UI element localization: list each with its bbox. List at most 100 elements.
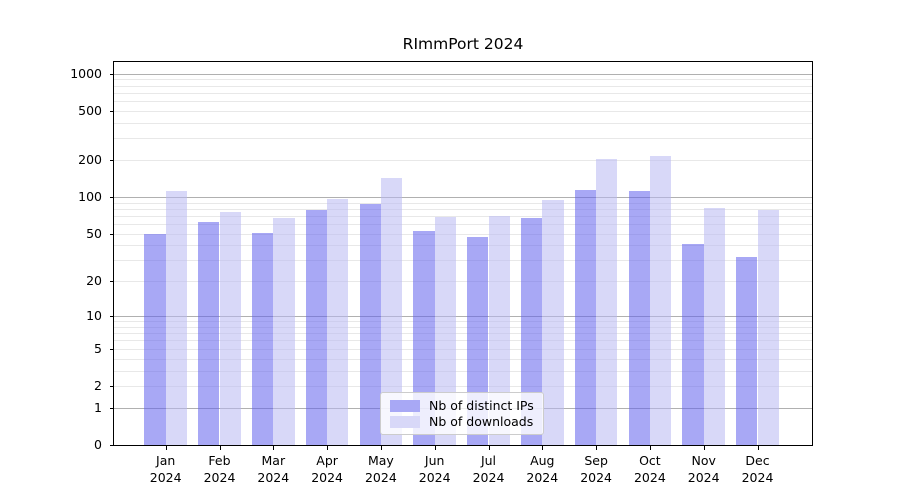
gridline-minor (114, 358, 812, 360)
bar-downloads-oct (649, 156, 672, 445)
bar-downloads-apr (327, 198, 349, 445)
y-tick-mark (110, 407, 114, 409)
y-tick-label: 500 (78, 102, 102, 118)
x-tick-mark (273, 446, 275, 450)
gridline-minor (114, 326, 812, 328)
bar-ips-jun (413, 230, 435, 445)
y-tick-mark (110, 281, 114, 283)
plot-area: Nb of distinct IPs Nb of downloads (113, 61, 813, 446)
gridline-minor (114, 333, 812, 335)
x-axis: Jan 2024 Feb 2024 Mar 2024 Apr 2024 May 2024… (114, 445, 812, 500)
gridline-minor (114, 85, 812, 87)
x-tick-label: Sep 2024 (580, 453, 612, 485)
gridline-minor (114, 208, 812, 210)
y-tick-mark (110, 233, 114, 235)
bar-ips-sep (574, 190, 597, 445)
bar-ips-aug (520, 218, 543, 445)
gridline-minor (114, 348, 812, 350)
x-tick-label: Aug 2024 (526, 453, 559, 485)
gridline-minor (114, 101, 812, 103)
bar-downloads-nov (703, 208, 726, 445)
legend-label-downloads: Nb of downloads (429, 414, 534, 429)
x-tick-mark (219, 446, 221, 450)
y-tick-mark (110, 197, 114, 198)
gridline-minor (114, 260, 812, 262)
bar-ips-mar (251, 232, 274, 445)
y-tick-mark (110, 110, 114, 112)
y-tick-mark (110, 445, 114, 446)
legend-swatch-distinct-ips-icon (390, 399, 420, 412)
bar-downloads-dec (757, 210, 779, 445)
gridline-major (114, 316, 812, 318)
bar-downloads-jun (434, 217, 457, 445)
y-tick-mark (110, 385, 114, 387)
legend-swatch-downloads-icon (390, 415, 420, 428)
gridline-minor (114, 340, 812, 342)
gridline-minor (114, 202, 812, 204)
x-tick-mark (596, 446, 598, 450)
bar-downloads-jul (488, 215, 510, 445)
y-tick-mark (110, 316, 114, 318)
bar-downloads-feb (219, 212, 241, 445)
y-tick-label: 100 (78, 189, 102, 204)
x-tick-label: Feb 2024 (203, 453, 236, 485)
x-tick-label: Apr 2024 (311, 453, 343, 485)
legend-label-distinct-ips: Nb of distinct IPs (429, 398, 534, 413)
bar-ips-oct (628, 190, 650, 445)
x-tick-mark (327, 446, 329, 450)
bar-downloads-jan (165, 190, 188, 445)
y-tick-label: 10 (86, 308, 102, 324)
y-tick-label: 200 (78, 152, 102, 168)
gridline-major (114, 197, 812, 198)
y-tick-label: 50 (86, 225, 102, 241)
gridline-minor (114, 224, 812, 226)
y-tick-mark (110, 160, 114, 162)
legend-item-distinct-ips: Nb of distinct IPs (390, 398, 535, 413)
legend-item-downloads: Nb of downloads (390, 414, 535, 429)
gridline-minor (114, 215, 812, 217)
x-tick-label: Mar 2024 (257, 453, 290, 485)
gridline-minor (114, 385, 812, 387)
x-tick-mark (488, 446, 490, 450)
y-tick-label: 0 (94, 437, 102, 452)
x-tick-mark (649, 446, 651, 450)
gridline-major (114, 73, 812, 75)
x-tick-label: Nov 2024 (687, 453, 720, 485)
bar-downloads-aug (542, 199, 564, 445)
gridline-minor (114, 92, 812, 94)
gridline-minor (114, 233, 812, 235)
bar-ips-nov (682, 244, 704, 445)
y-tick-label: 1000 (70, 65, 102, 81)
grid-layer (114, 62, 812, 445)
bar-downloads-sep (596, 158, 618, 445)
gridline-minor (114, 110, 812, 112)
y-tick-mark (110, 73, 114, 75)
bar-ips-jan (144, 233, 166, 445)
chart-title: RImmPort 2024 (402, 35, 524, 53)
bar-ips-may (359, 203, 381, 445)
legend: Nb of distinct IPs Nb of downloads (380, 392, 544, 435)
gridline-minor (114, 321, 812, 323)
gridline-minor (114, 79, 812, 81)
x-tick-label: May 2024 (364, 453, 397, 485)
bar-ips-feb (198, 221, 220, 445)
x-tick-label: Jul 2024 (472, 453, 505, 485)
x-tick-mark (542, 446, 544, 450)
x-tick-mark (703, 446, 705, 450)
bar-downloads-may (380, 177, 403, 445)
bar-ips-apr (305, 210, 328, 445)
y-tick-mark (110, 348, 114, 350)
x-tick-mark (757, 446, 759, 450)
y-tick-label: 1 (94, 399, 102, 415)
gridline-minor (114, 138, 812, 140)
gridline-minor (114, 281, 812, 283)
bar-downloads-mar (273, 218, 295, 445)
gridline-minor (114, 370, 812, 372)
y-axis: 0 1 2 5 10 20 50 100 200 500 1000 (0, 62, 114, 452)
x-tick-mark (434, 446, 436, 450)
y-tick-label: 5 (94, 340, 102, 356)
bar-ips-dec (736, 257, 758, 445)
x-tick-label: Dec 2024 (741, 453, 774, 485)
gridline-minor (114, 160, 812, 162)
y-tick-label: 2 (94, 377, 102, 393)
